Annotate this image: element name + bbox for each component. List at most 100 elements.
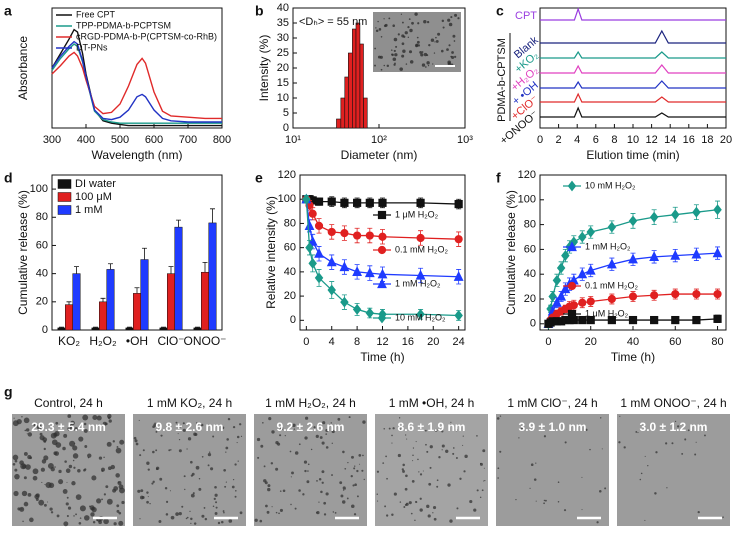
particle — [419, 50, 422, 54]
particle — [421, 63, 426, 67]
particle — [392, 57, 397, 61]
particle — [23, 501, 29, 507]
y-tick-label: 60 — [284, 242, 296, 254]
marker — [585, 264, 596, 275]
particle — [563, 509, 567, 512]
particle — [228, 519, 233, 523]
particle — [441, 449, 443, 451]
particle — [178, 424, 182, 428]
particle — [318, 501, 320, 503]
particle — [118, 511, 122, 515]
particle — [66, 481, 68, 483]
y-tick-label: 80 — [36, 211, 48, 223]
particle — [359, 463, 361, 465]
legend-swatch — [57, 192, 72, 202]
particle — [50, 467, 55, 472]
particle — [152, 450, 155, 454]
particle — [58, 469, 62, 474]
y-tick-label: 40 — [277, 2, 289, 14]
legend-label: 1 μM H₂O₂ — [585, 308, 629, 318]
bar — [140, 259, 149, 331]
x-tick-label: 20 — [720, 134, 732, 146]
legend-label: 0.1 mM H₂O₂ — [585, 280, 639, 290]
particle — [113, 522, 117, 526]
particle — [78, 436, 84, 442]
particle — [499, 450, 502, 453]
marker — [340, 296, 349, 308]
particle — [170, 449, 172, 451]
particle — [185, 517, 188, 520]
particle — [391, 53, 393, 56]
marker — [308, 209, 317, 218]
particle — [687, 429, 690, 432]
x-tick-label: 12 — [376, 336, 388, 348]
bar — [65, 304, 73, 331]
particle — [424, 429, 427, 432]
particle — [392, 427, 395, 430]
particle — [215, 506, 218, 509]
particle — [115, 447, 122, 454]
particle — [170, 515, 175, 520]
particle — [62, 489, 68, 494]
particle — [84, 445, 88, 448]
marker — [670, 249, 681, 260]
particle — [275, 467, 279, 471]
particle — [331, 442, 333, 444]
particle — [236, 442, 238, 444]
particle — [298, 443, 301, 446]
particle — [385, 455, 387, 458]
particle — [404, 434, 407, 436]
particle — [67, 426, 72, 431]
particle — [416, 501, 418, 503]
particle — [411, 21, 414, 25]
legend-marker — [567, 309, 577, 319]
particle — [208, 451, 211, 453]
particle — [48, 482, 55, 489]
particle — [380, 35, 383, 38]
particle — [139, 454, 142, 457]
particle — [267, 484, 271, 488]
particle — [103, 493, 107, 496]
particle — [71, 481, 76, 486]
particle — [420, 53, 424, 57]
particle — [386, 477, 388, 480]
particle — [119, 439, 125, 445]
particle — [476, 489, 479, 492]
particle — [12, 462, 16, 466]
particle — [694, 453, 697, 456]
error-bar — [209, 208, 215, 223]
y-tick-label: 30 — [277, 32, 289, 44]
marker — [365, 231, 374, 240]
bar — [167, 273, 175, 331]
y-tick-label: 80 — [524, 219, 536, 231]
particle — [397, 33, 400, 36]
particle — [316, 479, 318, 482]
size-label: 3.9 ± 1.0 nm — [519, 420, 587, 434]
particle — [416, 36, 419, 39]
particle — [433, 517, 437, 521]
particle — [469, 499, 473, 504]
particle — [418, 471, 420, 473]
particle — [432, 63, 434, 65]
particle — [452, 452, 455, 455]
particle — [103, 518, 109, 525]
particle — [385, 514, 389, 517]
particle — [212, 435, 215, 438]
particle — [91, 475, 97, 481]
particle — [83, 515, 90, 521]
panel-label: a — [4, 3, 12, 19]
particle — [271, 506, 273, 508]
particle — [391, 434, 393, 437]
particle — [262, 421, 264, 424]
bar — [201, 271, 209, 331]
particle — [405, 474, 408, 478]
legend-marker — [377, 245, 387, 255]
particle — [73, 466, 76, 469]
marker — [628, 292, 638, 301]
marker — [307, 235, 318, 246]
legend-label: 10 mM H₂O₂ — [395, 312, 446, 322]
particle — [325, 429, 329, 432]
series-line — [51, 28, 222, 127]
particle — [518, 437, 520, 439]
particle — [62, 446, 66, 451]
